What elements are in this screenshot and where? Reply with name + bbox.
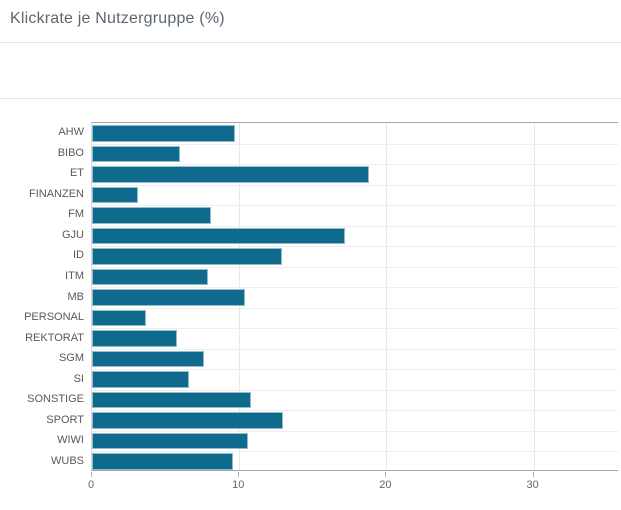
bar-gju[interactable] xyxy=(92,227,346,245)
horizontal-gridline xyxy=(92,451,618,453)
horizontal-gridline xyxy=(92,184,618,186)
horizontal-gridline xyxy=(92,328,618,330)
category-label-ahw: AHW xyxy=(58,126,84,139)
horizontal-gridline xyxy=(92,287,618,289)
vertical-gridline xyxy=(386,123,388,470)
horizontal-gridline xyxy=(92,205,618,207)
category-label-et: ET xyxy=(69,167,84,180)
category-label-finanzen: FINANZEN xyxy=(29,187,84,200)
plot-area xyxy=(91,122,618,471)
category-label-gju: GJU xyxy=(62,228,84,241)
horizontal-gridline xyxy=(92,430,618,432)
horizontal-gridline xyxy=(92,307,618,309)
bar-id[interactable] xyxy=(92,248,282,265)
category-label-personal: PERSONAL xyxy=(24,311,84,324)
bar-itm[interactable] xyxy=(92,268,209,286)
category-label-mb: MB xyxy=(67,290,85,303)
horizontal-gridline xyxy=(92,266,618,268)
bar-sport[interactable] xyxy=(92,412,284,429)
x-axis-tick xyxy=(238,472,240,477)
bar-finanzen[interactable] xyxy=(92,186,138,204)
category-label-si: SI xyxy=(73,372,84,385)
bar-fm[interactable] xyxy=(92,207,212,224)
x-axis-tick xyxy=(532,472,534,477)
horizontal-gridline xyxy=(92,369,618,371)
bar-personal[interactable] xyxy=(92,309,147,327)
bar-mb[interactable] xyxy=(92,289,246,306)
chart-title: Klickrate je Nutzergruppe (%) xyxy=(10,10,225,27)
bar-wubs[interactable] xyxy=(92,453,234,470)
x-tick-label: 10 xyxy=(232,479,245,491)
bar-si[interactable] xyxy=(92,371,190,388)
category-label-wubs: WUBS xyxy=(51,454,84,467)
category-label-sport: SPORT xyxy=(46,413,84,426)
horizontal-gridline xyxy=(92,246,618,248)
horizontal-gridline xyxy=(92,389,618,391)
x-axis-tick xyxy=(385,472,387,477)
horizontal-gridline xyxy=(92,410,618,412)
bar-chart: AHW BIBO ET FINANZEN FM GJU ID ITM MB PERSONAL REK… xyxy=(0,108,621,508)
x-tick-label: 30 xyxy=(526,479,539,491)
category-label-fm: FM xyxy=(68,208,84,221)
bar-wiwi[interactable] xyxy=(92,432,249,450)
bar-rektorat[interactable] xyxy=(92,330,178,347)
horizontal-gridline xyxy=(92,164,618,166)
horizontal-gridline xyxy=(92,348,618,350)
x-axis-tick xyxy=(91,472,92,477)
category-label-wiwi: WIWI xyxy=(57,434,84,447)
x-tick-label: 20 xyxy=(379,479,392,491)
category-label-bibo: BIBO xyxy=(57,146,84,159)
bar-ahw[interactable] xyxy=(92,125,235,142)
bar-sgm[interactable] xyxy=(92,350,204,368)
category-label-sonstige: SONSTIGE xyxy=(27,393,84,406)
bar-sonstige[interactable] xyxy=(92,391,251,409)
y-axis-category-labels: AHW BIBO ET FINANZEN FM GJU ID ITM MB PERSONAL REK… xyxy=(0,122,84,471)
category-label-id: ID xyxy=(73,249,84,262)
category-label-rektorat: REKTORAT xyxy=(25,331,84,344)
header-divider xyxy=(0,42,621,43)
x-tick-label: 0 xyxy=(87,479,95,491)
category-label-itm: ITM xyxy=(65,269,84,282)
vertical-gridline xyxy=(533,123,535,470)
chart-top-divider xyxy=(0,98,621,99)
horizontal-gridline xyxy=(92,225,618,227)
bar-et[interactable] xyxy=(92,166,369,183)
bar-bibo[interactable] xyxy=(92,145,181,163)
horizontal-gridline xyxy=(92,143,618,145)
category-label-sgm: SGM xyxy=(58,352,84,365)
